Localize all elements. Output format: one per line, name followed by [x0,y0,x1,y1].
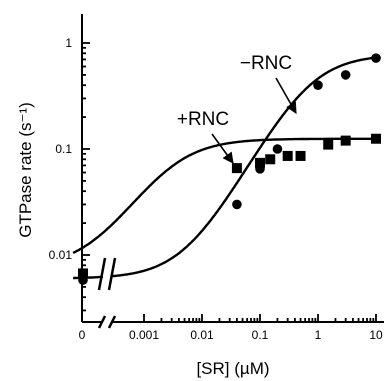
axis-break-gap [103,320,111,324]
x-tick-label: 0.01 [190,328,214,342]
annotation-plus-rnc: +RNC [177,109,229,130]
x-tick-label: 10 [369,328,383,342]
curve-break-gap [103,258,111,290]
y-tick-label: 0.1 [55,142,72,156]
fit-curve-minus-rnc [73,55,381,280]
data-points [78,53,381,285]
fit-curve-plus-rnc [72,137,381,254]
annotation-arrow [275,77,297,114]
x-axis-title: [SR] (µM) [196,359,269,378]
curve-break-mark [107,257,117,291]
curve-break-mark [97,257,107,291]
x-tick-label: 0.1 [252,328,269,342]
data-point-circle [313,80,323,90]
annotation-arrow [211,133,234,164]
data-point-square [295,150,306,161]
x-tick-label: 0.001 [129,328,159,342]
data-point-square [265,154,276,165]
y-tick-label: 1 [65,36,72,50]
y-tick-label: 0.01 [49,248,73,262]
data-point-square [255,157,265,168]
data-point-circle [340,70,351,80]
data-point-square [231,163,242,174]
data-point-square [323,139,334,150]
x-tick-label: 1 [315,328,322,342]
axes: 0 0.001 0.01 0.1 1 10 0.01 0.1 1 [49,14,384,342]
data-point-circle [255,164,265,174]
y-axis-title: GTPase rate (s⁻¹) [16,102,35,238]
axis-break-mark [97,315,107,329]
annotation-minus-rnc: −RNC [240,53,292,74]
data-point-square [282,150,293,161]
data-point-circle [232,199,242,210]
data-point-circle [78,275,88,285]
x-tick-label: 0 [79,328,86,342]
axis-break-mark [107,315,117,329]
annotations: −RNC +RNC [177,53,297,164]
data-point-circle [272,144,283,154]
fit-curves [72,55,381,280]
data-point-square [340,135,351,146]
data-point-square [78,268,88,279]
data-point-square [371,133,381,144]
data-point-circle [371,53,381,63]
